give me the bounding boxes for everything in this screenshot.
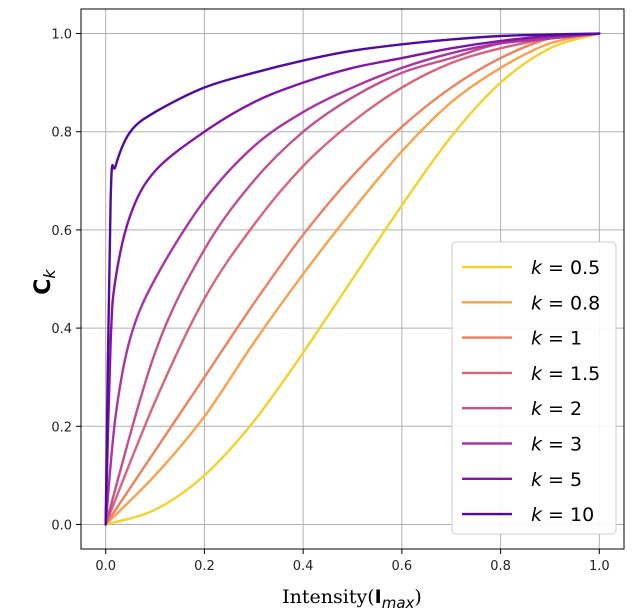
legend-value: 0.8 xyxy=(570,292,600,314)
y-axis-label: Ck xyxy=(31,269,59,295)
series-line-k-5 xyxy=(104,32,601,526)
x-tick-label: 1.0 xyxy=(589,559,610,574)
x-tick-label: 0.8 xyxy=(490,559,511,574)
legend-entry: k = 10 xyxy=(462,504,594,526)
legend-value: 1.5 xyxy=(570,363,600,385)
series-line-k-10 xyxy=(104,32,601,526)
legend-label: k = 1.5 xyxy=(531,363,600,385)
legend-label: k = 1 xyxy=(531,328,582,350)
legend-label: k = 3 xyxy=(531,434,582,456)
legend-equals: = xyxy=(542,504,570,526)
legend-entry: k = 1.5 xyxy=(462,363,600,385)
legend-value: 0.5 xyxy=(570,257,600,279)
legend-equals: = xyxy=(542,434,570,456)
x-axis-label-bold: I xyxy=(375,586,382,608)
legend-label: k = 10 xyxy=(531,504,594,526)
legend-k-symbol: k xyxy=(531,469,543,491)
x-tick-label: 0.6 xyxy=(392,559,413,574)
legend-equals: = xyxy=(542,257,570,279)
y-tick-label: 0.0 xyxy=(51,518,72,533)
legend-equals: = xyxy=(542,292,570,314)
legend-value: 3 xyxy=(570,434,582,456)
legend-k-symbol: k xyxy=(531,328,543,350)
legend-equals: = xyxy=(542,363,570,385)
y-axis-label-sub: k xyxy=(40,269,59,279)
legend-equals: = xyxy=(542,469,570,491)
series-line-k-0-5 xyxy=(104,32,601,526)
y-tick-label: 0.6 xyxy=(51,224,72,239)
legend-value: 10 xyxy=(570,504,594,526)
series-line-k-1 xyxy=(104,32,601,526)
legend-entry: k = 0.8 xyxy=(462,292,600,314)
legend-k-symbol: k xyxy=(531,398,543,420)
legend-entry: k = 1 xyxy=(462,328,582,350)
x-tick-label: 0.2 xyxy=(194,559,215,574)
y-tick-label: 0.4 xyxy=(51,322,72,337)
legend-equals: = xyxy=(542,398,570,420)
legend-label: k = 0.8 xyxy=(531,292,600,314)
legend-equals: = xyxy=(542,328,570,350)
y-axis-label-main: C xyxy=(31,279,56,295)
legend-k-symbol: k xyxy=(531,434,543,456)
legend-k-symbol: k xyxy=(531,504,543,526)
x-axis-label-main: Intensity( xyxy=(282,586,374,608)
legend-value: 1 xyxy=(570,328,582,350)
y-tick-label: 0.2 xyxy=(51,420,72,435)
series-line-k-1-5 xyxy=(104,32,601,526)
series-group xyxy=(104,32,601,526)
legend-k-symbol: k xyxy=(531,363,543,385)
series-line-k-0-8 xyxy=(104,32,601,526)
legend-box xyxy=(451,241,617,535)
plot-frame xyxy=(80,8,625,550)
ticks: 0.0 0.2 0.4 0.6 0.8 1.0 0.0 0.2 0.4 0.6 0.8 1.0 xyxy=(51,28,609,574)
legend-value: 5 xyxy=(570,469,582,491)
legend-label: k = 2 xyxy=(531,398,582,420)
x-tick-label: 0.4 xyxy=(293,559,314,574)
legend-entry: k = 5 xyxy=(462,469,582,491)
legend-entry: k = 2 xyxy=(462,398,582,420)
x-axis-label-sub: max xyxy=(382,594,415,612)
legend-entry: k = 3 xyxy=(462,434,582,456)
x-axis-label: Intensity(Imax) xyxy=(282,586,422,612)
x-axis-label-close: ) xyxy=(414,586,421,608)
legend-k-symbol: k xyxy=(531,257,543,279)
y-tick-label: 1.0 xyxy=(51,28,72,43)
legend: k = 0.5k = 0.8k = 1k = 1.5k = 2k = 3k = … xyxy=(451,241,617,535)
legend-value: 2 xyxy=(570,398,582,420)
y-tick-label: 0.8 xyxy=(51,126,72,141)
legend-entry: k = 0.5 xyxy=(462,257,600,279)
series-line-k-3 xyxy=(104,32,601,526)
legend-label: k = 0.5 xyxy=(531,257,600,279)
legend-label: k = 5 xyxy=(531,469,582,491)
x-tick-label: 0.0 xyxy=(95,559,116,574)
legend-k-symbol: k xyxy=(531,292,543,314)
